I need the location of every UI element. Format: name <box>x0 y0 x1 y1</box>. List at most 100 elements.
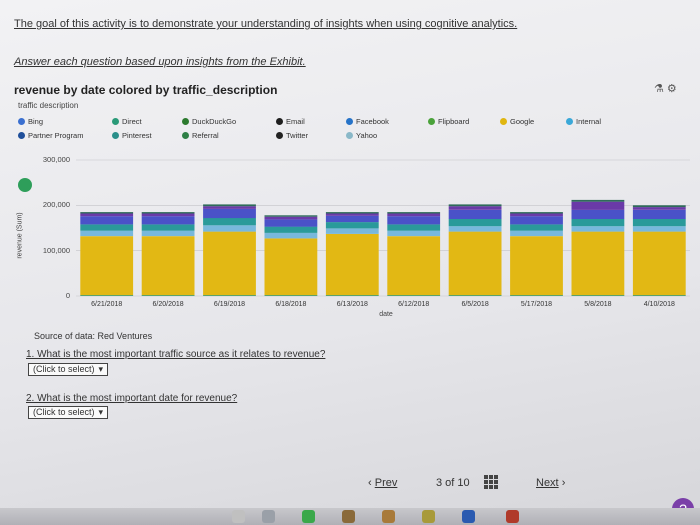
prev-label: Prev <box>374 477 398 489</box>
bar-segment <box>448 231 502 296</box>
x-tick-label: 6/19/2018 <box>213 301 246 308</box>
bar-segment <box>203 225 256 232</box>
x-tick-label: 6/18/2018 <box>275 301 307 308</box>
taskbar-app-icon[interactable] <box>422 510 435 523</box>
x-tick-label: 6/12/2018 <box>398 301 430 308</box>
taskbar-app-icon[interactable] <box>262 510 275 523</box>
question-1-select[interactable]: (Click to select) ▾ <box>28 363 109 376</box>
legend-label: Email <box>286 117 305 126</box>
bar-segment <box>448 206 502 210</box>
bar-segment <box>141 295 195 296</box>
legend-label: Referral <box>192 131 219 140</box>
legend-item[interactable]: Twitter <box>276 131 308 140</box>
bar-segment <box>141 213 195 217</box>
bar-segment <box>510 236 563 296</box>
chart-tools-icon[interactable]: ⚗ ⚙ <box>654 83 677 95</box>
legend-swatch-icon <box>428 118 435 125</box>
legend-label: Facebook <box>356 117 389 126</box>
y-tick-label: 300,000 <box>42 155 70 164</box>
bar-segment <box>387 230 441 237</box>
legend-item[interactable]: DuckDuckGo <box>182 117 236 126</box>
bar-segment <box>448 226 502 232</box>
bar-segment <box>387 216 441 225</box>
taskbar-app-icon[interactable] <box>462 510 475 523</box>
grid-icon[interactable] <box>484 475 498 489</box>
legend-item[interactable]: Partner Program <box>18 131 83 140</box>
bar-segment <box>387 236 441 296</box>
taskbar-app-icon[interactable] <box>506 510 519 523</box>
bar-segment <box>448 218 502 227</box>
x-tick-label: 4/10/2018 <box>643 301 675 308</box>
taskbar-app-icon[interactable] <box>342 510 355 523</box>
bar-segment <box>632 207 686 210</box>
bar-segment <box>264 226 318 233</box>
y-axis-label: revenue (Sum) <box>16 212 24 259</box>
bar-segment <box>448 295 502 296</box>
taskbar-app-icon[interactable] <box>232 510 245 523</box>
legend-item[interactable]: Direct <box>112 117 142 126</box>
question-2-select[interactable]: (Click to select) ▾ <box>28 406 109 419</box>
taskbar <box>0 508 700 525</box>
bar-segment <box>571 218 625 227</box>
bar-segment <box>325 295 379 296</box>
question-1-select-label: (Click to select) <box>33 364 95 374</box>
bar-segment <box>510 224 563 231</box>
x-tick-label: 5/8/2018 <box>584 301 612 308</box>
y-tick-label: 100,000 <box>42 245 70 255</box>
legend-label: Flipboard <box>438 117 470 126</box>
legend-item[interactable]: Referral <box>182 131 219 140</box>
next-button[interactable]: Next › <box>536 477 565 489</box>
source-note: Source of data: Red Ventures <box>34 331 153 341</box>
bar-segment <box>571 295 625 296</box>
bar-segment <box>632 209 686 219</box>
bar-segment <box>80 216 134 225</box>
bar-segment <box>141 230 195 237</box>
bar-segment <box>264 216 318 220</box>
legend-label: Pinterest <box>122 131 152 140</box>
chevron-down-icon: ▾ <box>98 364 104 374</box>
bar-segment <box>632 295 686 296</box>
bar-segment <box>80 213 134 217</box>
legend-label: Direct <box>122 117 142 126</box>
bar-segment <box>80 212 134 214</box>
question-2-select-label: (Click to select) <box>33 407 95 417</box>
taskbar-app-icon[interactable] <box>302 510 315 523</box>
bar-segment <box>571 226 625 232</box>
bar-segment <box>264 238 318 296</box>
chevron-right-icon: › <box>561 477 566 489</box>
legend-swatch-icon <box>18 132 25 139</box>
legend-title: traffic description <box>18 101 79 110</box>
bar-segment <box>325 228 379 234</box>
bar-segment <box>387 213 441 217</box>
bar-segment <box>325 212 379 214</box>
bar-segment <box>632 218 686 227</box>
filter-badge-icon[interactable] <box>18 178 32 192</box>
x-tick-label: 6/13/2018 <box>336 301 368 308</box>
bar-segment <box>141 216 195 225</box>
bar-segment <box>203 295 256 296</box>
legend-item[interactable]: Bing <box>18 117 43 126</box>
legend-item[interactable]: Internal <box>566 117 601 126</box>
legend-swatch-icon <box>346 132 353 139</box>
bar-segment <box>632 205 686 208</box>
legend-item[interactable]: Pinterest <box>112 131 152 140</box>
legend-item[interactable]: Yahoo <box>346 131 377 140</box>
legend-item[interactable]: Flipboard <box>428 117 469 126</box>
legend-item[interactable]: Facebook <box>346 117 389 126</box>
bar-segment <box>80 224 134 231</box>
legend-swatch-icon <box>276 132 283 139</box>
legend-item[interactable]: Email <box>276 117 305 126</box>
legend-item[interactable]: Google <box>500 117 534 126</box>
bar-segment <box>203 204 256 207</box>
legend-label: Bing <box>28 117 44 126</box>
legend-swatch-icon <box>18 118 25 125</box>
taskbar-app-icon[interactable] <box>382 510 395 523</box>
bar-segment <box>80 295 134 296</box>
prev-button[interactable]: ‹ Prev <box>368 477 397 489</box>
bar-segment <box>141 212 195 214</box>
legend-swatch-icon <box>182 118 189 125</box>
bar-segment <box>510 295 563 296</box>
question-2: 2. What is the most important date for r… <box>26 393 238 404</box>
legend-swatch-icon <box>500 118 507 125</box>
